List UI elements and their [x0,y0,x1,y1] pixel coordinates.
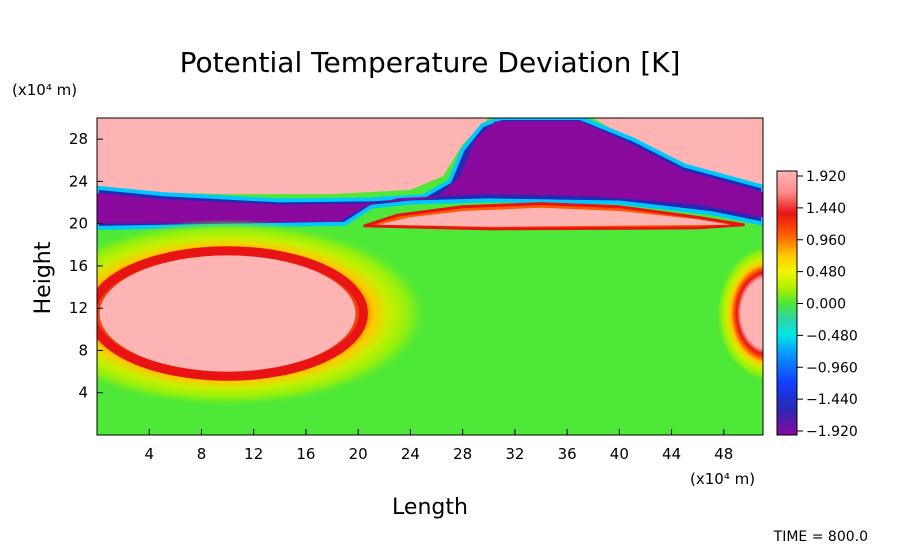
time-label: TIME = 800.0 [773,529,868,544]
y-tick-label: 28 [69,130,88,148]
y-tick-label: 20 [69,215,88,233]
x-axis-label: Length [392,495,468,520]
x-tick-label: 36 [558,445,577,463]
x-tick-label: 32 [505,445,524,463]
y-tick-label: 4 [78,384,88,402]
x-axis-ticks: 4 8 12 16 20 24 28 32 36 40 44 48 [144,429,733,463]
x-tick-label: 16 [296,445,315,463]
y-tick-label: 12 [69,299,88,317]
x-tick-label: 4 [144,445,154,463]
colorbar-tick-label: 0.480 [806,265,846,281]
x-tick-label: 8 [197,445,207,463]
colorbar-tick-label: 0.960 [806,233,846,249]
region-cold-core [97,121,763,224]
y-unit-label: (x10⁴ m) [12,81,77,99]
y-tick-label: 16 [69,257,88,275]
x-unit-label: (x10⁴ m) [690,470,755,488]
colorbar-tick-label: −1.920 [806,424,858,440]
colorbar-tick-label: −0.960 [806,360,858,376]
colorbar-tick-label: 1.920 [806,169,846,185]
heatmap-field [97,118,763,435]
chart-title: Potential Temperature Deviation [K] [180,46,681,79]
region-warm-bubble-ring [97,246,368,381]
region-warm-bubble [99,255,356,372]
y-axis-ticks: 4 8 12 16 20 24 28 [69,130,103,402]
colorbar-tick-label: 0.000 [806,297,846,313]
colorbar [776,170,798,436]
x-tick-label: 40 [610,445,629,463]
x-tick-label: 48 [714,445,733,463]
colorbar-tick-label: 1.440 [806,201,846,217]
colorbar-labels: 1.920 1.440 0.960 0.480 0.000 −0.480 −0.960 −1.… [797,169,858,440]
plot-frame [96,117,764,436]
x-tick-label: 44 [662,445,681,463]
y-axis-label: Height [31,241,56,314]
colorbar-tick-label: −1.440 [806,392,858,408]
x-tick-label: 20 [349,445,368,463]
region-warm-lens [377,207,731,227]
region-warm-upper [97,118,763,195]
x-tick-label: 24 [401,445,420,463]
colorbar-tick-label: −0.480 [806,328,858,344]
y-tick-label: 24 [69,172,88,190]
region-warm-bubble-wrap [716,245,763,382]
x-tick-label: 12 [244,445,263,463]
y-tick-label: 8 [78,341,88,359]
x-tick-label: 28 [453,445,472,463]
